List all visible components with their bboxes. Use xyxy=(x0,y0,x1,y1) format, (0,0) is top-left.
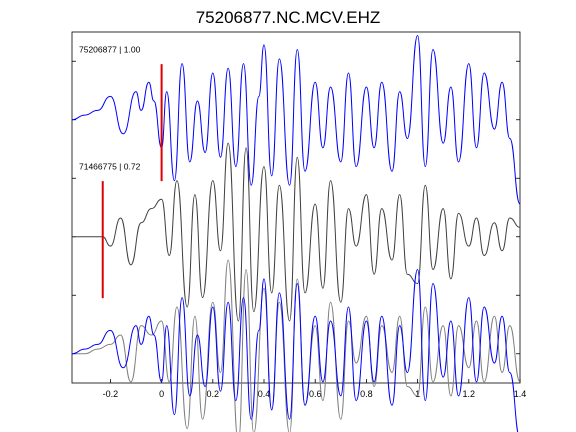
traces: 75206877 | 1.00 71466775 | 0.72 xyxy=(71,35,521,432)
trace-label: 75206877 | 1.00 xyxy=(79,44,141,54)
x-tick-label: 1.4 xyxy=(514,389,527,399)
x-tick-label: 1.2 xyxy=(463,389,476,399)
x-tick-label: 0.6 xyxy=(309,389,322,399)
series-line-master xyxy=(71,35,521,205)
x-tick-label: 0 xyxy=(159,389,164,399)
trace-panel: 71466775 | 0.72 xyxy=(72,142,521,322)
x-tick-label: 0.8 xyxy=(360,389,373,399)
x-axis-ticks: -0.2 0 0.2 0.4 0.6 0.8 1 1.2 1.4 xyxy=(103,379,527,399)
x-tick-label: 1 xyxy=(415,389,420,399)
series-line-master-overlay xyxy=(71,269,519,432)
x-tick-label: 0.2 xyxy=(207,389,220,399)
trace-label: 71466775 | 0.72 xyxy=(79,161,141,171)
series-line-template xyxy=(72,142,521,322)
x-tick-label: 0.4 xyxy=(258,389,271,399)
trace-panel xyxy=(71,259,521,432)
chart-title: 75206877.NC.MCV.EHZ xyxy=(196,8,381,27)
x-tick-label: -0.2 xyxy=(103,389,119,399)
plot-area xyxy=(71,31,521,384)
trace-panel: 75206877 | 1.00 xyxy=(71,35,521,205)
